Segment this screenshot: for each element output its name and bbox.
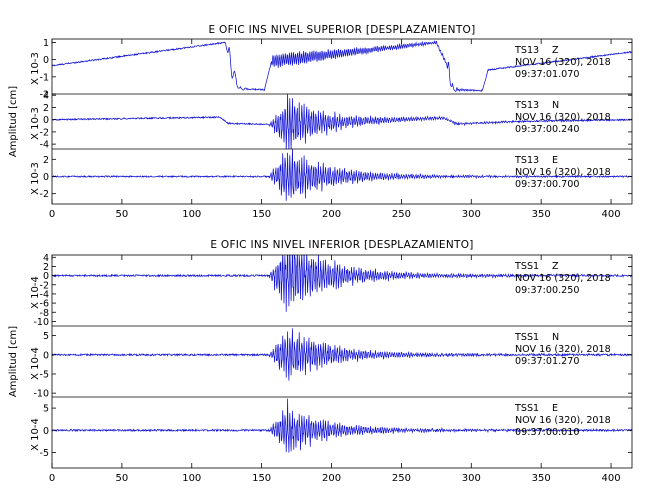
x-tick-label: 400 <box>601 473 620 484</box>
component-label: N <box>552 332 559 343</box>
scale-label: X 10-4 <box>30 347 41 380</box>
scale-label: X 10-3 <box>30 52 41 85</box>
scale-label: X 10-4 <box>30 276 41 309</box>
chart-upper: E OFIC INS NIVEL SUPERIOR [DESPLAZAMIENT… <box>8 24 633 220</box>
y-tick-label: -4 <box>40 140 49 151</box>
y-tick-label: -2 <box>40 280 49 291</box>
station-label: TS13 <box>514 100 539 111</box>
scale-label: X 10-3 <box>30 162 41 195</box>
y-tick-label: -2 <box>40 90 49 101</box>
chart-lower: E OFIC INS NIVEL INFERIOR [DESPLAZAMIENT… <box>8 239 633 484</box>
y-tick-label: 4 <box>43 253 49 264</box>
y-tick-label: 0 <box>43 55 49 66</box>
component-label: N <box>552 100 559 111</box>
x-tick-label: 100 <box>182 209 201 220</box>
y-tick-label: 0 <box>43 426 49 437</box>
waveform-trace <box>52 328 632 381</box>
chart-title: E OFIC INS NIVEL SUPERIOR [DESPLAZAMIENT… <box>208 24 475 36</box>
x-tick-label: 300 <box>462 209 481 220</box>
time-label: 09:37:01.270 <box>515 356 579 367</box>
x-tick-label: 0 <box>49 209 55 220</box>
waveform-trace <box>52 149 632 201</box>
x-tick-label: 200 <box>322 209 341 220</box>
x-tick-label: 250 <box>392 209 411 220</box>
y-tick-label: -2 <box>40 189 49 200</box>
chart-title: E OFIC INS NIVEL INFERIOR [DESPLAZAMIENT… <box>210 239 473 251</box>
y-tick-label: 5 <box>43 331 49 342</box>
y-tick-label: 4 <box>43 91 49 102</box>
component-label: Z <box>552 261 559 272</box>
y-tick-label: -10 <box>33 389 49 400</box>
y-tick-label: -8 <box>40 308 49 319</box>
y-tick-label: 0 <box>43 115 49 126</box>
y-tick-label: -1 <box>40 72 49 83</box>
x-tick-label: 300 <box>462 473 481 484</box>
x-tick-label: 150 <box>252 473 271 484</box>
x-tick-label: 350 <box>532 473 551 484</box>
waveform-trace <box>52 94 632 149</box>
y-tick-label: 0 <box>43 350 49 361</box>
station-label: TS13 <box>514 45 539 56</box>
date-label: NOV 16 (320), 2018 <box>515 167 611 178</box>
time-label: 09:37:00.700 <box>515 179 579 190</box>
x-tick-label: 150 <box>252 209 271 220</box>
y-tick-label: -2 <box>40 127 49 138</box>
x-tick-label: 250 <box>392 473 411 484</box>
y-tick-label: 5 <box>43 404 49 415</box>
x-tick-label: 50 <box>116 209 129 220</box>
y-tick-label: -10 <box>33 317 49 328</box>
time-label: 09:37:00.250 <box>515 285 579 296</box>
plot-frame <box>51 38 633 205</box>
x-tick-label: 0 <box>49 473 55 484</box>
date-label: NOV 16 (320), 2018 <box>515 273 611 284</box>
time-label: 09:37:01.070 <box>515 69 579 80</box>
station-label: TSS1 <box>514 261 539 272</box>
y-tick-label: -5 <box>40 369 49 380</box>
station-label: TSS1 <box>514 332 539 343</box>
waveform-trace <box>52 40 632 93</box>
date-label: NOV 16 (320), 2018 <box>515 415 611 426</box>
component-label: E <box>552 403 558 414</box>
plot-frame <box>51 254 633 469</box>
scale-label: X 10-4 <box>30 418 41 451</box>
date-label: NOV 16 (320), 2018 <box>515 344 611 355</box>
y-tick-label: -5 <box>40 448 49 459</box>
waveform-trace <box>52 255 632 312</box>
x-tick-label: 100 <box>182 473 201 484</box>
y-tick-label: 2 <box>43 262 49 273</box>
y-axis-label: Amplitud [cm] <box>8 86 19 157</box>
y-tick-label: 1 <box>43 38 49 49</box>
date-label: NOV 16 (320), 2018 <box>515 57 611 68</box>
station-label: TS13 <box>514 155 539 166</box>
component-label: Z <box>552 45 559 56</box>
y-tick-label: -4 <box>40 289 49 300</box>
x-tick-label: 350 <box>532 209 551 220</box>
x-tick-label: 50 <box>116 473 129 484</box>
y-tick-label: 2 <box>43 155 49 166</box>
station-label: TSS1 <box>514 403 539 414</box>
time-label: 09:37:00.240 <box>515 124 579 135</box>
y-axis-label: Amplitud [cm] <box>8 326 19 397</box>
date-label: NOV 16 (320), 2018 <box>515 112 611 123</box>
y-tick-label: 0 <box>43 172 49 183</box>
component-label: E <box>552 155 558 166</box>
y-tick-label: 2 <box>43 103 49 114</box>
waveform-trace <box>52 398 632 453</box>
scale-label: X 10-3 <box>30 107 41 140</box>
y-tick-label: 0 <box>43 271 49 282</box>
x-tick-label: 200 <box>322 473 341 484</box>
time-label: 09:37:00.010 <box>515 427 579 438</box>
y-tick-label: -6 <box>40 299 49 310</box>
x-tick-label: 400 <box>601 209 620 220</box>
